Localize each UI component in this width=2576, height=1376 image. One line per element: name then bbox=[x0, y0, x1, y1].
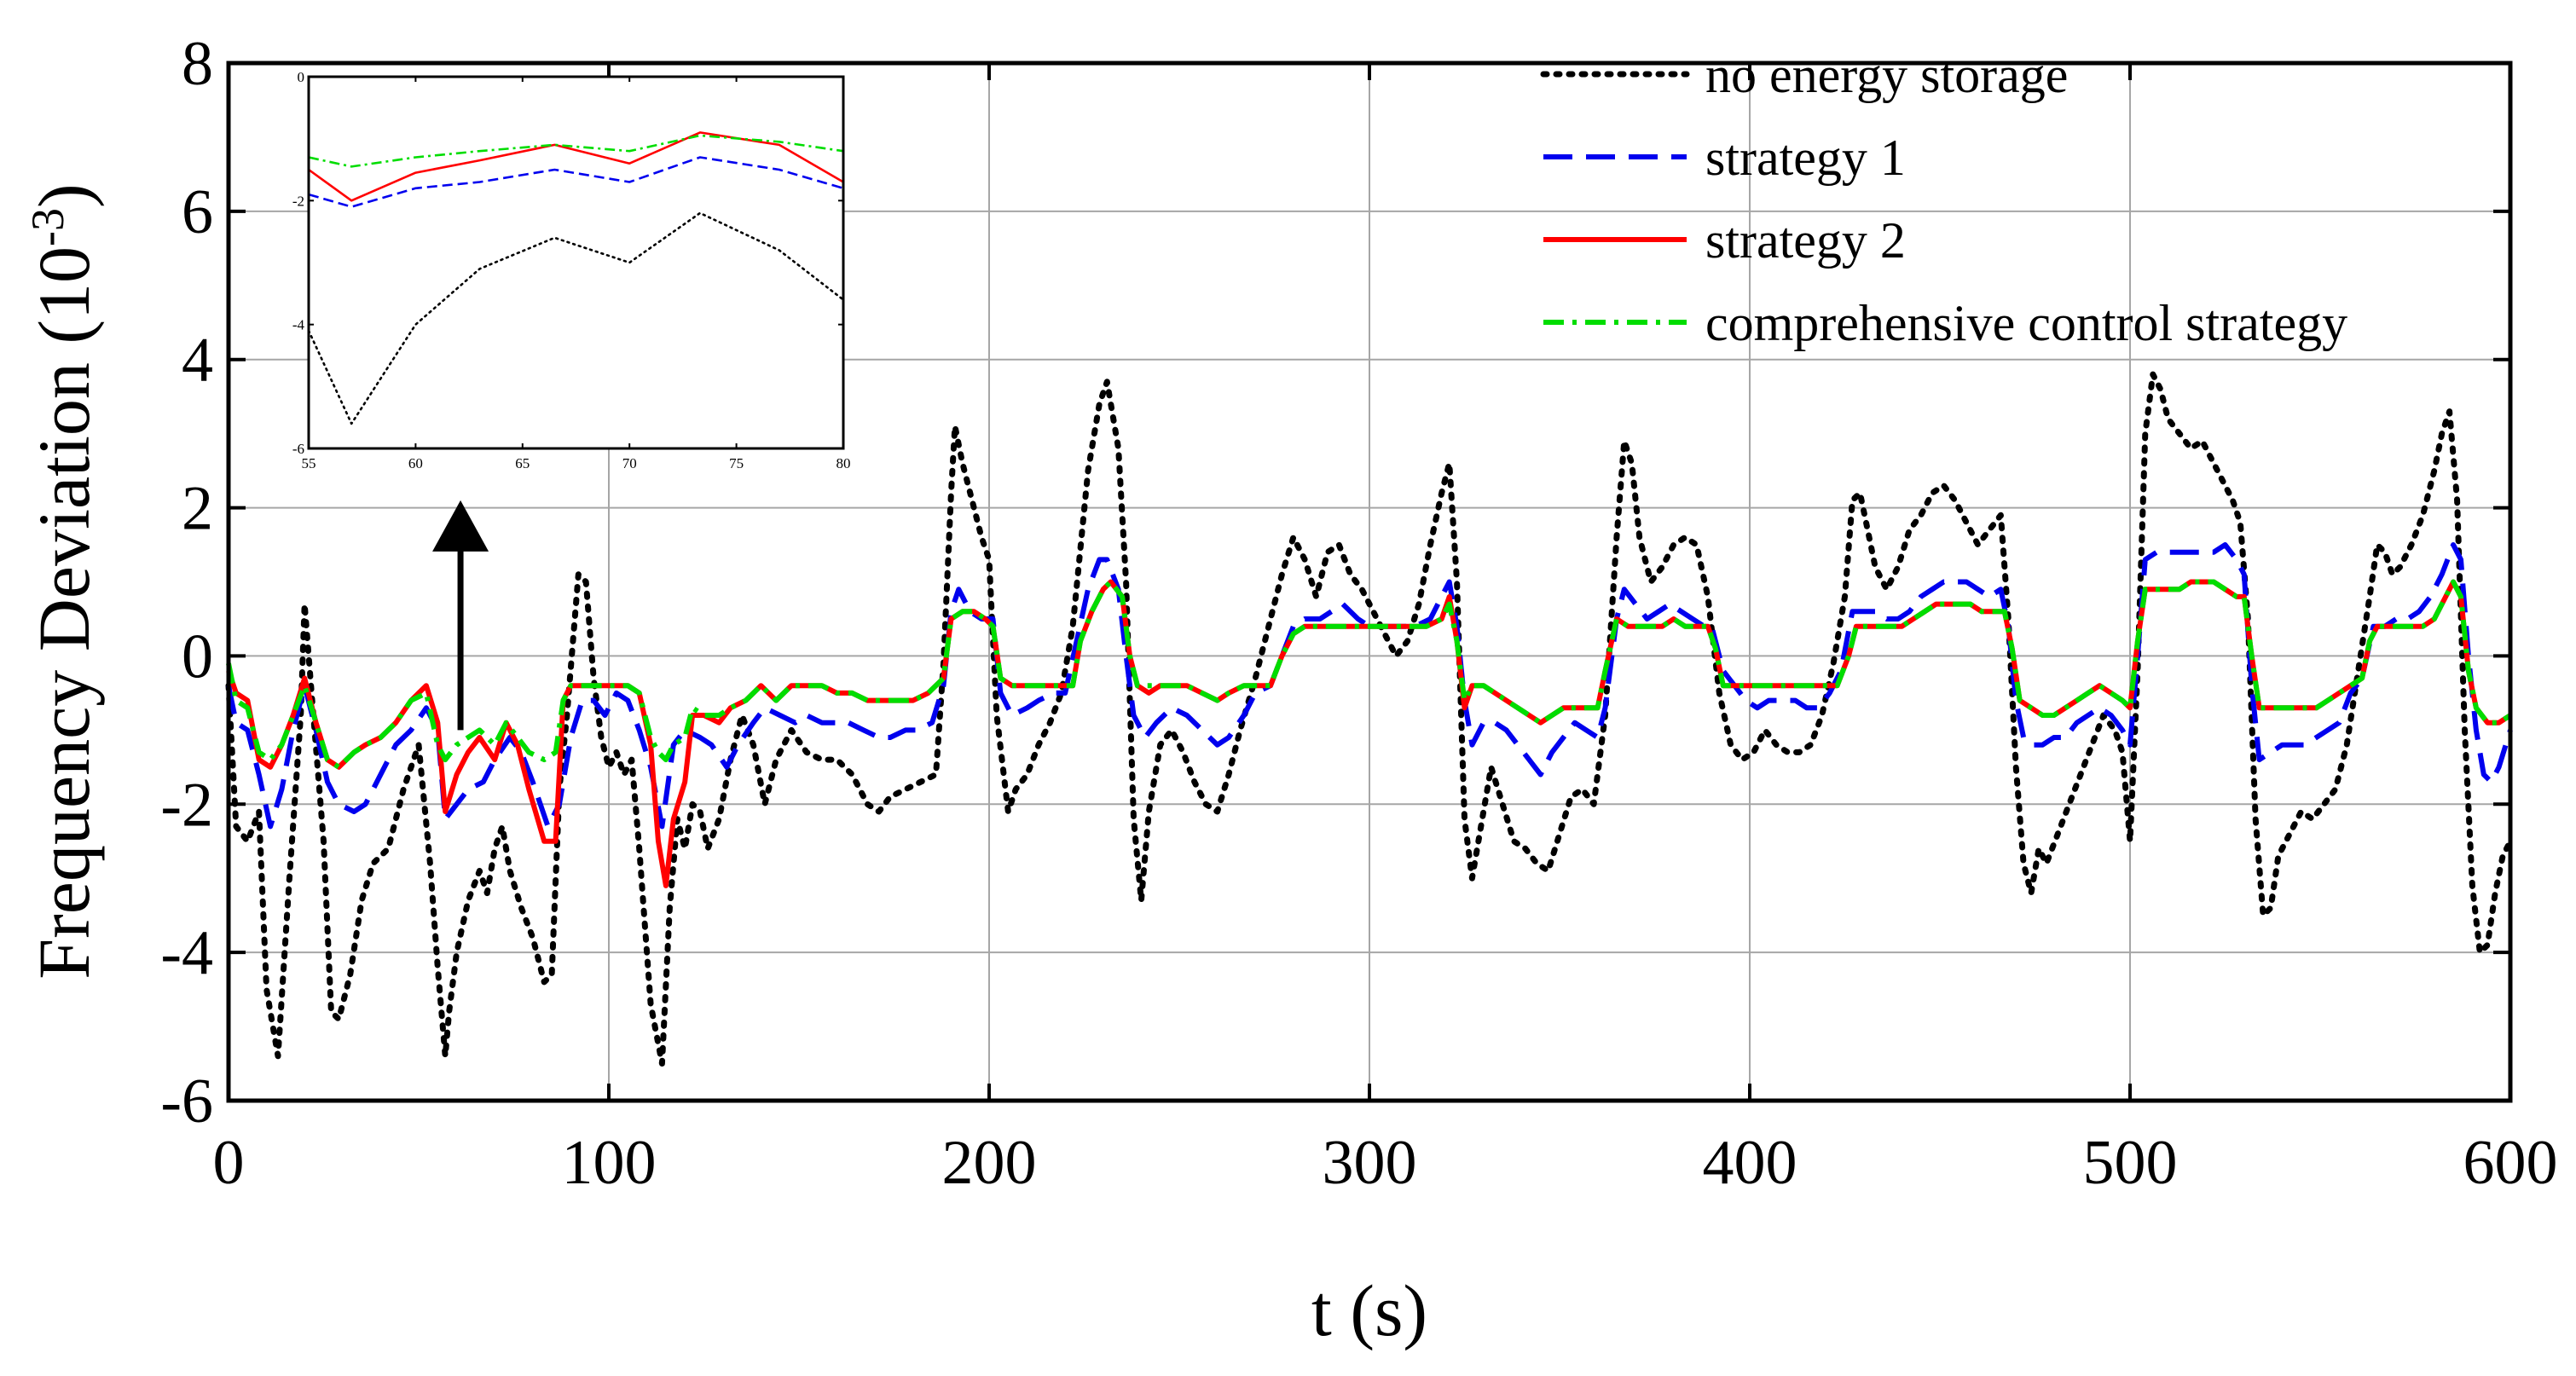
main-series-line-noes bbox=[225, 371, 2514, 1067]
inset-x-tick-label-65: 65 bbox=[515, 455, 530, 471]
inset-y-tick-label-0: 0 bbox=[298, 69, 305, 85]
x-axis-title: t (s) bbox=[1311, 1269, 1427, 1351]
inset-x-tick-label-75: 75 bbox=[729, 455, 744, 471]
main-series-group bbox=[225, 371, 2514, 1067]
inset-y-tick-label--4: -4 bbox=[292, 317, 305, 333]
inset-series-group bbox=[307, 131, 845, 425]
zoom-arrow bbox=[432, 500, 489, 731]
inset-y-tick-label--2: -2 bbox=[292, 193, 304, 209]
main-y-ticks: -6 -4 -2 0 2 4 6 8 bbox=[160, 29, 2510, 1136]
main-y-tick-label--4: -4 bbox=[160, 918, 213, 988]
main-x-tick-label-600: 600 bbox=[2463, 1128, 2558, 1198]
inset-zoom-chart: 55 60 65 70 75 80 -6 -4 -2 0 bbox=[292, 69, 851, 471]
main-y-tick-label-2: 2 bbox=[182, 474, 213, 544]
inset-frame bbox=[307, 75, 845, 450]
main-x-tick-label-100: 100 bbox=[562, 1128, 657, 1198]
inset-series-line-noes bbox=[307, 211, 845, 425]
inset-series-line-s1 bbox=[308, 156, 844, 208]
main-x-tick-label-400: 400 bbox=[1703, 1128, 1797, 1198]
inset-y-tick-label--6: -6 bbox=[292, 441, 304, 457]
main-y-tick-label-6: 6 bbox=[182, 177, 213, 247]
legend-label-strategy-2: strategy 2 bbox=[1705, 212, 1906, 269]
legend: no energy storage strategy 1 strategy 2 … bbox=[1540, 47, 2347, 351]
legend-label-comprehensive-control-strategy: comprehensive control strategy bbox=[1705, 295, 2347, 351]
inset-x-ticks: 55 60 65 70 75 80 bbox=[302, 77, 851, 471]
main-x-tick-label-300: 300 bbox=[1323, 1128, 1417, 1198]
inset-y-ticks: -6 -4 -2 0 bbox=[292, 69, 843, 457]
inset-series-line-comp bbox=[308, 134, 844, 168]
main-x-tick-label-200: 200 bbox=[942, 1128, 1037, 1198]
inset-x-tick-label-70: 70 bbox=[622, 455, 637, 471]
main-series-line-s1 bbox=[226, 542, 2513, 830]
main-y-tick-label-8: 8 bbox=[182, 29, 213, 99]
main-y-tick-label--6: -6 bbox=[160, 1067, 213, 1136]
main-x-ticks: 0 100 200 300 400 500 600 bbox=[213, 63, 2558, 1198]
inset-x-tick-label-55: 55 bbox=[302, 455, 316, 471]
legend-label-no-energy-storage: no energy storage bbox=[1705, 47, 2068, 103]
main-y-tick-label--2: -2 bbox=[160, 770, 213, 840]
inset-x-tick-label-80: 80 bbox=[836, 455, 851, 471]
main-x-tick-label-500: 500 bbox=[2083, 1128, 2178, 1198]
legend-label-strategy-1: strategy 1 bbox=[1705, 130, 1906, 186]
main-series-line-comp bbox=[226, 579, 2512, 770]
main-y-tick-label-4: 4 bbox=[182, 326, 213, 396]
inset-background bbox=[309, 77, 843, 448]
main-x-tick-label-0: 0 bbox=[213, 1128, 245, 1198]
y-axis-title: Frequency Deviation (10-3) bbox=[22, 183, 105, 979]
main-y-tick-label-0: 0 bbox=[182, 622, 213, 691]
zoom-arrow-head bbox=[432, 500, 489, 552]
inset-x-tick-label-60: 60 bbox=[408, 455, 423, 471]
